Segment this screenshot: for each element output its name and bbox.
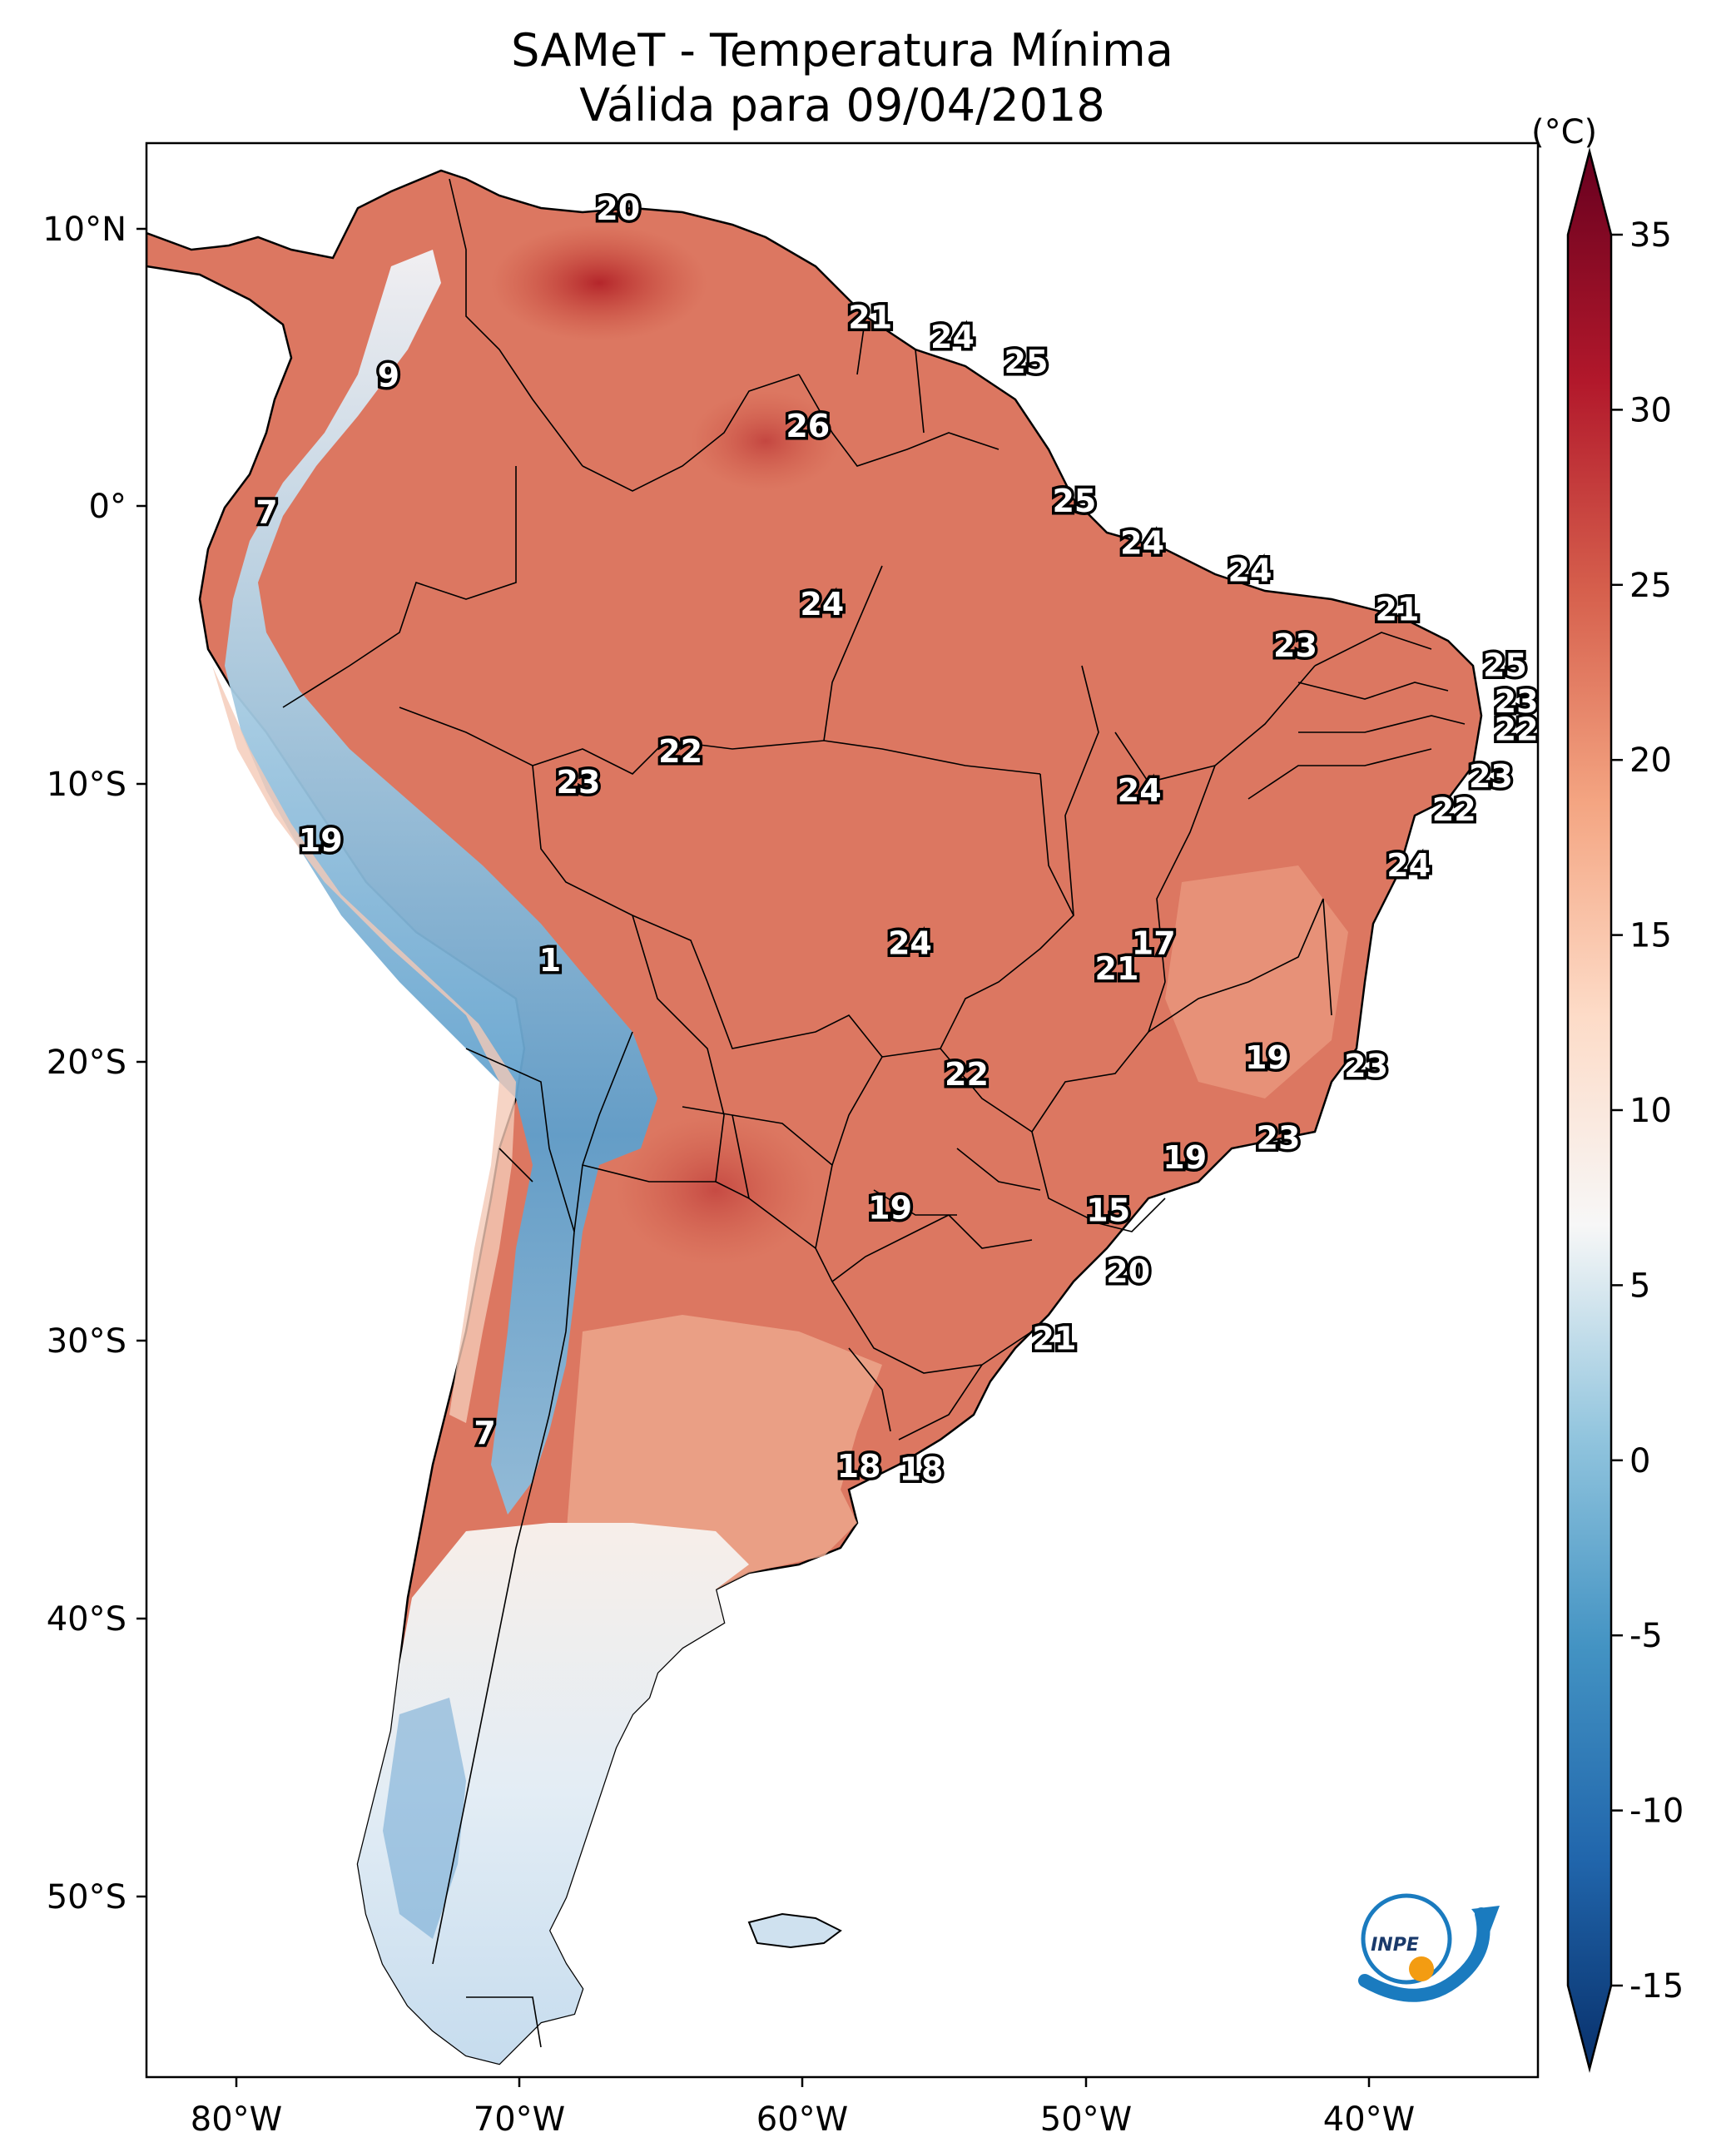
colorbar-ticks: 35 30 25 20 15 10 5 0 -5 -10 -15	[1611, 216, 1684, 2006]
temperature-label: 19	[1163, 1139, 1207, 1176]
map-subtitle: Válida para 09/04/2018	[579, 79, 1105, 131]
temperature-label: 21	[1095, 950, 1139, 987]
logo-swoosh	[1358, 1907, 1490, 2002]
falkland-islands	[747, 1912, 842, 1949]
map-frame	[145, 141, 1540, 2079]
temperature-label: 15	[1086, 1193, 1130, 1229]
logo-ring	[1361, 1893, 1452, 1985]
temperature-label: 24	[800, 586, 844, 622]
temperature-label: 23	[1495, 683, 1539, 720]
temperature-label: 26	[786, 408, 830, 444]
temperature-label: 20	[1106, 1253, 1150, 1290]
lon-label-80w: 80°W	[191, 2100, 282, 2139]
andes-cold-band	[225, 250, 657, 1515]
temperature-label: 1	[539, 942, 561, 979]
temperature-label: 24	[1118, 772, 1162, 809]
temperature-label: 25	[1052, 483, 1096, 519]
temperature-label: 22	[1495, 711, 1539, 747]
coastal-light-strip	[212, 666, 516, 1423]
logo-text: INPE	[1371, 1935, 1419, 1956]
logo-orange-dot	[1409, 1956, 1434, 1981]
hot-core-guiana	[691, 391, 841, 491]
inpe-logo: INPE	[1358, 1893, 1500, 2002]
colorbar-tick-label: -5	[1629, 1617, 1663, 1655]
temperature-label: 24	[1386, 847, 1431, 884]
temperature-label: 19	[299, 822, 343, 859]
temperature-label: 19	[868, 1189, 912, 1226]
lat-label-50s: 50°S	[47, 1878, 126, 1916]
temperature-label: 17	[1132, 925, 1176, 962]
map-title: SAMeT - Temperatura Mínima	[511, 24, 1173, 77]
colorbar-tick-label: 0	[1629, 1442, 1650, 1480]
temperature-label: 18	[900, 1451, 944, 1488]
temperature-label: 21	[1033, 1320, 1077, 1356]
continent-layer	[146, 169, 1483, 2065]
temperature-label: 23	[1344, 1048, 1388, 1084]
temperature-label: 20	[596, 191, 640, 227]
lat-label-10s: 10°S	[47, 766, 126, 804]
temperature-label: 25	[1483, 647, 1527, 683]
colorbar-tick-label: 10	[1629, 1092, 1672, 1130]
lon-label-40w: 40°W	[1323, 2100, 1415, 2139]
lat-label-40s: 40°S	[47, 1600, 126, 1639]
temperature-label: 23	[557, 764, 601, 801]
colorbar-tick-label: 5	[1629, 1267, 1650, 1305]
hot-core-chaco	[616, 1115, 816, 1265]
southeast-light-region	[1165, 865, 1348, 1098]
lat-label-0: 0°	[89, 488, 126, 526]
lon-label-50w: 50°W	[1040, 2100, 1132, 2139]
temperature-label: 23	[1273, 627, 1317, 664]
temperature-label: 22	[658, 733, 702, 770]
temperature-label: 23	[1469, 758, 1513, 795]
colorbar-tick-label: 35	[1629, 216, 1672, 255]
temperature-label: 21	[848, 300, 892, 336]
temperature-label: 22	[1432, 791, 1476, 828]
temperature-label: 24	[888, 925, 932, 962]
logo-arrow-icon	[1471, 1906, 1500, 1932]
patagonia-cool-region	[358, 1523, 749, 2064]
temperature-label: 9	[378, 358, 399, 394]
temperature-label: 24	[1120, 524, 1164, 561]
colorbar-tick-label: 30	[1629, 391, 1672, 429]
temperature-label: 22	[945, 1056, 989, 1093]
lat-label-10n: 10°N	[42, 211, 126, 249]
lat-label-20s: 20°S	[47, 1044, 126, 1082]
temperature-label: 19	[1245, 1039, 1289, 1076]
lat-axis-labels: 10°N 0° 10°S 20°S 30°S 40°S 50°S	[42, 211, 126, 1916]
colorbar-body	[1566, 147, 1613, 2073]
temperature-label: 24	[1228, 553, 1272, 589]
temperature-label: 7	[255, 494, 277, 531]
colorbar-tick-label: 20	[1629, 741, 1672, 780]
temperature-label: 21	[1376, 592, 1420, 628]
axis-ticks	[136, 227, 1371, 2087]
borders	[282, 178, 1466, 2048]
colorbar-tick-label: -10	[1629, 1793, 1684, 1831]
colorbar: 35 30 25 20 15 10 5 0 -5 -10 -15	[1566, 147, 1684, 2073]
temperature-label: 18	[837, 1448, 881, 1485]
temperature-label: 25	[1004, 344, 1049, 380]
temperature-label: 7	[474, 1415, 495, 1451]
colorbar-unit: (°C)	[1531, 113, 1597, 151]
hot-core-venezuela	[491, 225, 707, 341]
colorbar-tick-label: -15	[1629, 1967, 1684, 2006]
lon-label-60w: 60°W	[756, 2100, 848, 2139]
lon-label-70w: 70°W	[474, 2100, 565, 2139]
colorbar-tick-label: 15	[1629, 917, 1672, 955]
lat-label-30s: 30°S	[47, 1322, 126, 1361]
temperature-label: 23	[1257, 1120, 1301, 1157]
temperature-label: 24	[930, 319, 975, 355]
patagonia-cold-core	[383, 1698, 466, 1939]
lon-axis-labels: 80°W 70°W 60°W 50°W 40°W	[191, 2100, 1415, 2139]
colorbar-tick-label: 25	[1629, 567, 1672, 605]
